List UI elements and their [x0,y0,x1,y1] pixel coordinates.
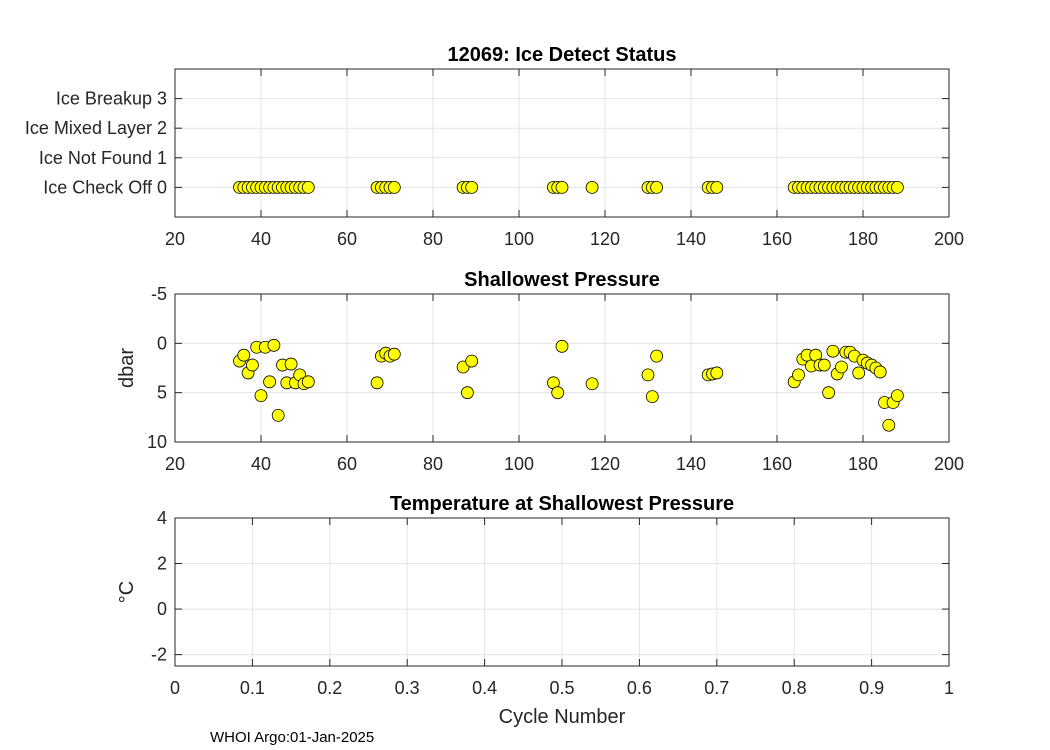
pressure-xtick-label: 60 [337,454,357,474]
ice-status-xtick-label: 180 [848,229,878,249]
pressure-point [465,354,479,368]
ice-status-title: 12069: Ice Detect Status [447,44,676,66]
ice-status-plot-area [175,69,949,217]
ice-status-axes: 20 40 60 80 100 120 140 160 180 200 Ice Check Off … [25,44,964,249]
temperature-xtick-label: 0.6 [627,678,652,698]
ice-status-ytick-label: Ice Mixed Layer 2 [25,118,167,138]
temperature-xtick-label: 0.9 [859,678,884,698]
ice-status-xtick-label: 120 [590,229,620,249]
pressure-ytick-label: 0 [157,333,167,353]
pressure-point [271,408,285,422]
pressure-xtick-label: 120 [590,454,620,474]
ice-status-ytick-label: Ice Check Off 0 [43,177,167,197]
pressure-ytick-label: 5 [157,383,167,403]
pressure-ylabel: dbar [116,348,138,388]
pressure-ytick-label: -5 [151,284,167,304]
pressure-axes: 20 40 60 80 100 120 140 160 180 200 -5 0 5 10 Shallowe… [116,269,964,474]
pressure-point [710,366,724,380]
ice-status-ytick-label: Ice Not Found 1 [39,148,167,168]
pressure-xtick-label: 160 [762,454,792,474]
pressure-point [555,339,569,353]
temperature-xtick-label: 0.8 [782,678,807,698]
pressure-point [835,360,848,374]
pressure-point [387,347,401,361]
ice-status-xtick-label: 100 [504,229,534,249]
temperature-xtick-label: 0.1 [240,678,265,698]
pressure-ytick-label: 10 [147,432,167,452]
pressure-point [641,368,655,382]
temperature-xtick-label: 0.7 [704,678,729,698]
pressure-point [817,358,831,372]
pressure-point [267,338,281,352]
pressure-point [254,389,268,403]
ice-status-point [555,180,569,194]
ice-status-point [387,180,401,194]
pressure-xtick-label: 100 [504,454,534,474]
temperature-xtick-label: 0.4 [472,678,497,698]
pressure-point [263,375,277,389]
temperature-xtick-label: 0.5 [549,678,574,698]
ice-status-point [650,180,663,194]
pressure-point [826,344,840,358]
pressure-point [873,365,887,379]
footer-credit: WHOI Argo:01-Jan-2025 [210,729,374,746]
pressure-point [370,376,384,390]
ice-status-frame [174,68,950,218]
temperature-ytick-label: 4 [157,508,167,528]
ice-status-xtick-label: 20 [165,229,185,249]
temperature-xtick-label: 1 [944,678,954,698]
ice-status-ytick-label: Ice Breakup 3 [56,89,167,109]
temperature-title: Temperature at Shallowest Pressure [390,493,734,515]
ice-status-xtick-label: 140 [676,229,706,249]
temperature-ytick-label: 2 [157,554,167,574]
pressure-xtick-label: 140 [676,454,706,474]
pressure-point [245,358,259,372]
ice-status-point [891,180,904,194]
temperature-ytick-label: -2 [151,645,167,665]
pressure-point [284,357,298,371]
pressure-point [792,368,805,382]
pressure-point [891,389,904,403]
pressure-point [852,366,866,380]
pressure-point [645,390,659,404]
temperature-axes: 0 0.1 0.2 0.3 0.4 0.5 0.6 0.7 0.8 0.9 1-2024Temper… [116,493,954,728]
ice-status-xtick-label: 160 [762,229,792,249]
pressure-title: Shallowest Pressure [464,269,660,291]
temperature-ylabel: °C [116,581,138,603]
ice-status-point [465,180,479,194]
pressure-xtick-label: 40 [251,454,271,474]
ice-status-xtick-label: 60 [337,229,357,249]
ice-status-xtick-label: 80 [423,229,443,249]
temperature-xtick-label: 0.3 [395,678,420,698]
temperature-ytick-label: 0 [157,599,167,619]
pressure-point [585,377,599,391]
temperature-xtick-label: 0.2 [317,678,342,698]
pressure-point [460,386,474,400]
pressure-point [237,348,251,362]
temperature-xtick-label: 0 [170,678,180,698]
temperature-xlabel: Cycle Number [499,706,626,728]
pressure-point [301,375,315,389]
pressure-xtick-label: 200 [934,454,964,474]
pressure-point [882,418,896,432]
ice-status-point [585,180,599,194]
pressure-xtick-label: 80 [423,454,443,474]
pressure-point [822,386,835,400]
pressure-point [551,386,565,400]
ice-status-point [710,180,724,194]
pressure-xtick-label: 180 [848,454,878,474]
ice-status-point [301,180,315,194]
pressure-xtick-label: 20 [165,454,185,474]
ice-status-xtick-label: 40 [251,229,271,249]
pressure-frame [174,293,950,443]
pressure-point [650,349,663,363]
ice-status-xtick-label: 200 [934,229,964,249]
